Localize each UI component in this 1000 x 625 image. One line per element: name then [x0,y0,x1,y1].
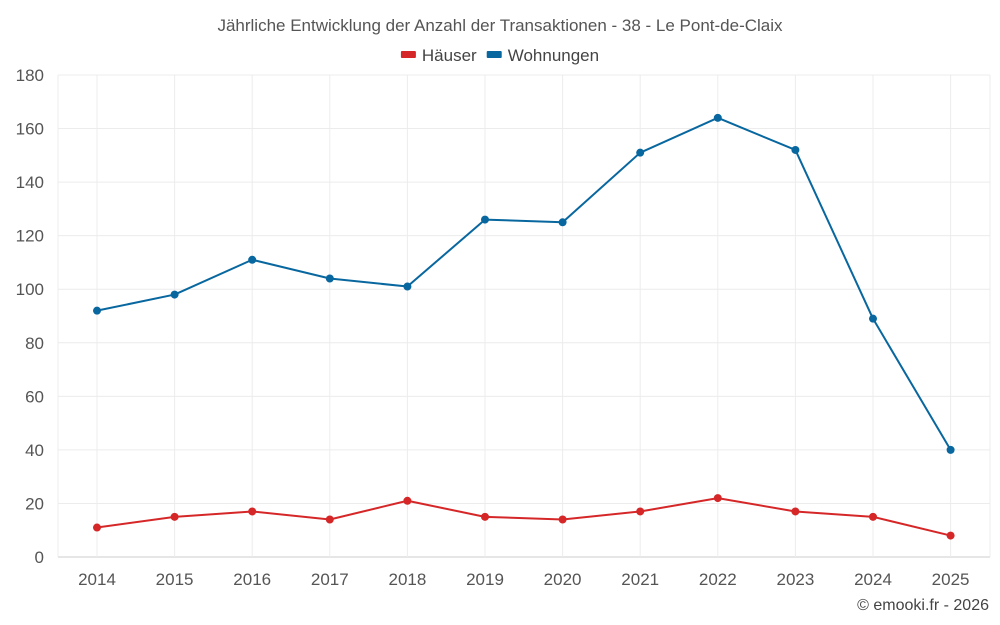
y-tick-label-60: 60 [25,387,44,406]
series-0 [93,494,955,540]
x-axis: 2014 2015 2016 2017 2018 2019 2020 2021 2022 2023… [78,570,969,589]
y-tick-label-0: 0 [35,548,44,567]
x-tick-label-2021: 2021 [621,570,659,589]
series-line-0 [96,497,951,537]
data-point-1-2021 [636,148,645,157]
data-point-0-2022 [713,494,722,503]
series-1 [93,113,955,454]
legend: Häuser Wohnungen [400,46,599,65]
data-point-0-2024 [869,512,877,521]
data-point-1-2024 [869,314,877,323]
data-point-0-2023 [791,507,800,516]
data-point-1-2025 [946,445,955,454]
series-line-1 [96,116,952,451]
x-tick-label-2014: 2014 [78,570,116,589]
x-tick-label-2022: 2022 [699,570,737,589]
data-point-0-2014 [93,523,101,532]
data-point-1-2017 [325,274,334,283]
data-point-0-2016 [248,507,257,516]
x-tick-label-2015: 2015 [156,570,194,589]
data-point-1-2023 [791,145,800,154]
data-point-0-2018 [403,496,412,505]
data-point-1-2019 [481,215,489,224]
x-tick-label-2018: 2018 [388,570,426,589]
x-tick-label-2016: 2016 [233,570,271,589]
series-layer [93,113,955,540]
y-tick-label-100: 100 [16,280,44,299]
y-tick-label-20: 20 [25,494,44,513]
data-point-1-2016 [248,255,257,264]
data-point-0-2017 [325,515,334,524]
y-tick-label-120: 120 [16,227,44,246]
legend-swatch-0 [400,51,416,58]
data-point-1-2015 [170,290,179,299]
y-tick-label-180: 180 [16,66,44,85]
legend-label-0: Häuser [422,46,477,65]
data-point-0-2020 [558,515,567,524]
y-axis: 0 20 40 60 80 100 120 140 160 180 [16,66,44,567]
x-tick-label-2025: 2025 [932,570,970,589]
data-point-1-2020 [558,218,567,227]
data-point-0-2025 [946,531,955,540]
x-tick-label-2019: 2019 [466,570,504,589]
y-tick-label-40: 40 [25,441,44,460]
grid [57,74,991,558]
data-point-0-2021 [636,507,645,516]
legend-swatch-1 [486,51,502,58]
y-tick-label-80: 80 [25,334,44,353]
data-point-0-2019 [481,512,489,521]
x-tick-label-2024: 2024 [854,570,892,589]
y-tick-label-140: 140 [16,173,44,192]
data-point-1-2022 [713,113,722,122]
data-point-0-2015 [170,512,179,521]
credit-text: © emooki.fr - 2026 [857,597,989,614]
data-point-1-2014 [93,306,101,315]
data-point-1-2018 [403,282,412,291]
y-tick-label-160: 160 [16,120,44,139]
x-tick-label-2020: 2020 [544,570,582,589]
x-tick-label-2023: 2023 [776,570,814,589]
legend-label-1: Wohnungen [508,46,599,65]
chart-title: Jährliche Entwicklung der Anzahl der Tra… [217,16,783,35]
x-tick-label-2017: 2017 [311,570,349,589]
